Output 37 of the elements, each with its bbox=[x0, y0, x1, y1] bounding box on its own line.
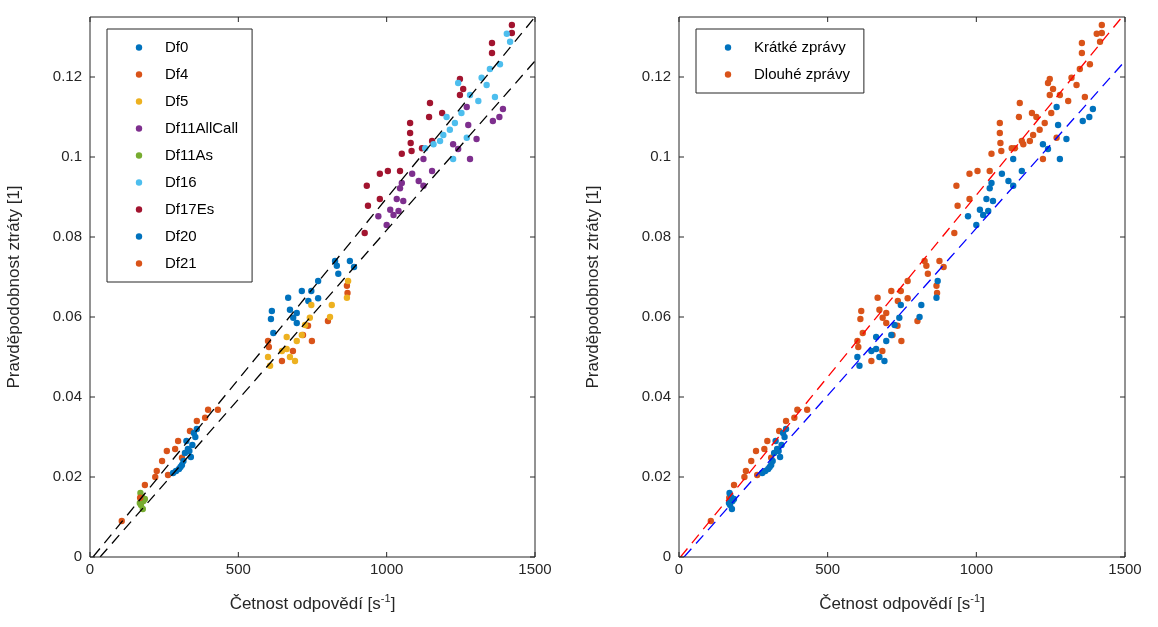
y-tick-label: 0.06 bbox=[52, 307, 82, 325]
x-tick-label: 500 bbox=[815, 560, 841, 578]
y-tick-label: 0.02 bbox=[641, 467, 671, 485]
x-axis-title: Četnost odpovědí [s$^{-1}$] bbox=[818, 592, 986, 614]
y-tick-label: 0.1 bbox=[61, 147, 82, 165]
y-axis-title: Pravděpodobnost ztráty [1] bbox=[3, 185, 23, 389]
legend-label: Df4 bbox=[165, 64, 189, 82]
x-tick-label: 1500 bbox=[518, 560, 552, 578]
x-tick-label: 0 bbox=[85, 560, 95, 578]
legend-label: Df0 bbox=[165, 37, 189, 55]
y-tick-label: 0.12 bbox=[641, 67, 671, 85]
y-tick-label: 0 bbox=[73, 547, 82, 565]
y-axis-title: Pravděpodobnost ztráty [1] bbox=[582, 185, 602, 389]
legend-label: Df11As bbox=[165, 145, 214, 163]
x-axis-title: Četnost odpovědí [s$^{-1}$] bbox=[228, 592, 397, 614]
y-tick-label: 0.04 bbox=[52, 387, 82, 405]
y-tick-label: 0.12 bbox=[52, 67, 82, 85]
legend-label: Df20 bbox=[165, 226, 197, 244]
x-tick-label: 1000 bbox=[959, 560, 994, 578]
x-tick-label: 1000 bbox=[369, 560, 404, 578]
legend-label: Df11AllCall bbox=[165, 118, 239, 136]
legend-label: Krátké zprávy bbox=[754, 37, 847, 55]
x-tick-label: 500 bbox=[225, 560, 251, 578]
x-tick-label: 1500 bbox=[1108, 560, 1142, 578]
y-tick-label: 0 bbox=[662, 547, 671, 565]
x-tick-label: 0 bbox=[674, 560, 684, 578]
legend-label: Dlouhé zprávy bbox=[754, 64, 851, 82]
legend-label: Df21 bbox=[165, 253, 197, 271]
y-tick-label: 0.08 bbox=[52, 227, 82, 245]
y-tick-label: 0.06 bbox=[641, 307, 671, 325]
legend-label: Df16 bbox=[165, 172, 197, 190]
legend-label: Df5 bbox=[165, 91, 189, 109]
y-tick-label: 0.1 bbox=[650, 147, 671, 165]
y-tick-label: 0.08 bbox=[641, 227, 671, 245]
legend-label: Df17Es bbox=[165, 199, 215, 217]
y-tick-label: 0.02 bbox=[52, 467, 82, 485]
y-tick-label: 0.04 bbox=[641, 387, 671, 405]
